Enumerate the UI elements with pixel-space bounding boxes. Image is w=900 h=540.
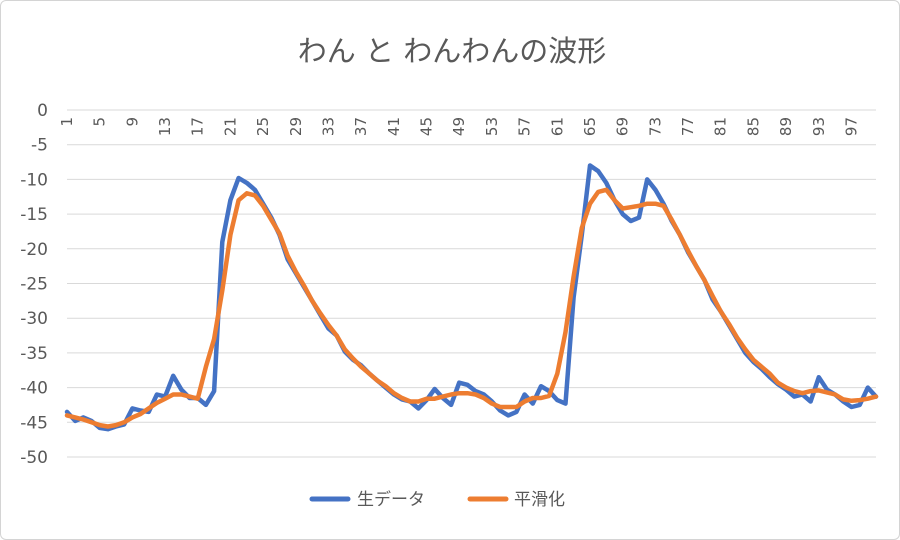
x-tick-label: 25 [254, 117, 272, 136]
y-tick-label: -50 [20, 448, 48, 468]
chart-title: わん と わんわんの波形 [298, 34, 606, 68]
x-tick-label: 53 [483, 117, 501, 136]
x-tick-label: 77 [679, 117, 697, 136]
y-tick-label: -10 [20, 170, 48, 190]
gridlines [67, 109, 876, 458]
y-axis-tick-labels: 0 -5 -10 -15 -20 -25 -30 -35 -40 -45 -50 [20, 101, 48, 468]
series-line-raw [64, 163, 879, 432]
x-tick-label: 81 [712, 117, 730, 136]
x-tick-label: 45 [418, 117, 436, 136]
y-tick-label: -30 [20, 309, 48, 329]
x-axis-tick-labels: 1 5 9 13 17 21 25 29 33 37 41 45 49 53 57 61 65 69 73 77 81 8… [58, 117, 860, 136]
x-tick-label: 85 [744, 117, 762, 136]
x-tick-label: 37 [352, 117, 370, 136]
y-tick-label: -20 [20, 240, 48, 260]
legend: 生データ 平滑化 [309, 489, 565, 510]
y-tick-label: -5 [31, 136, 48, 156]
legend-label-raw: 生データ [357, 489, 425, 510]
y-tick-label: -40 [20, 379, 48, 399]
x-tick-label: 49 [450, 117, 468, 136]
y-tick-label: 0 [37, 101, 48, 121]
x-tick-label: 61 [548, 117, 566, 136]
legend-label-smoothed: 平滑化 [514, 490, 565, 510]
x-tick-label: 97 [842, 117, 860, 136]
y-tick-label: -15 [20, 205, 48, 225]
x-tick-label: 1 [58, 117, 76, 127]
x-tick-label: 69 [614, 117, 632, 136]
x-tick-label: 21 [221, 117, 239, 136]
x-tick-label: 89 [777, 117, 795, 136]
x-tick-label: 29 [287, 117, 305, 136]
x-tick-label: 41 [385, 117, 403, 136]
x-tick-label: 5 [91, 117, 109, 127]
x-tick-label: 17 [189, 117, 207, 136]
y-tick-label: -35 [20, 344, 48, 364]
x-tick-label: 93 [810, 117, 828, 136]
x-tick-label: 65 [581, 117, 599, 136]
x-tick-label: 13 [156, 117, 174, 136]
x-tick-label: 57 [516, 117, 534, 136]
y-tick-label: -25 [20, 275, 48, 295]
y-tick-label: -45 [20, 413, 48, 433]
series-line-smoothed [64, 187, 879, 429]
x-tick-label: 73 [646, 117, 664, 136]
x-tick-label: 33 [319, 117, 337, 136]
series-lines [64, 163, 879, 432]
x-tick-label: 9 [123, 117, 141, 127]
